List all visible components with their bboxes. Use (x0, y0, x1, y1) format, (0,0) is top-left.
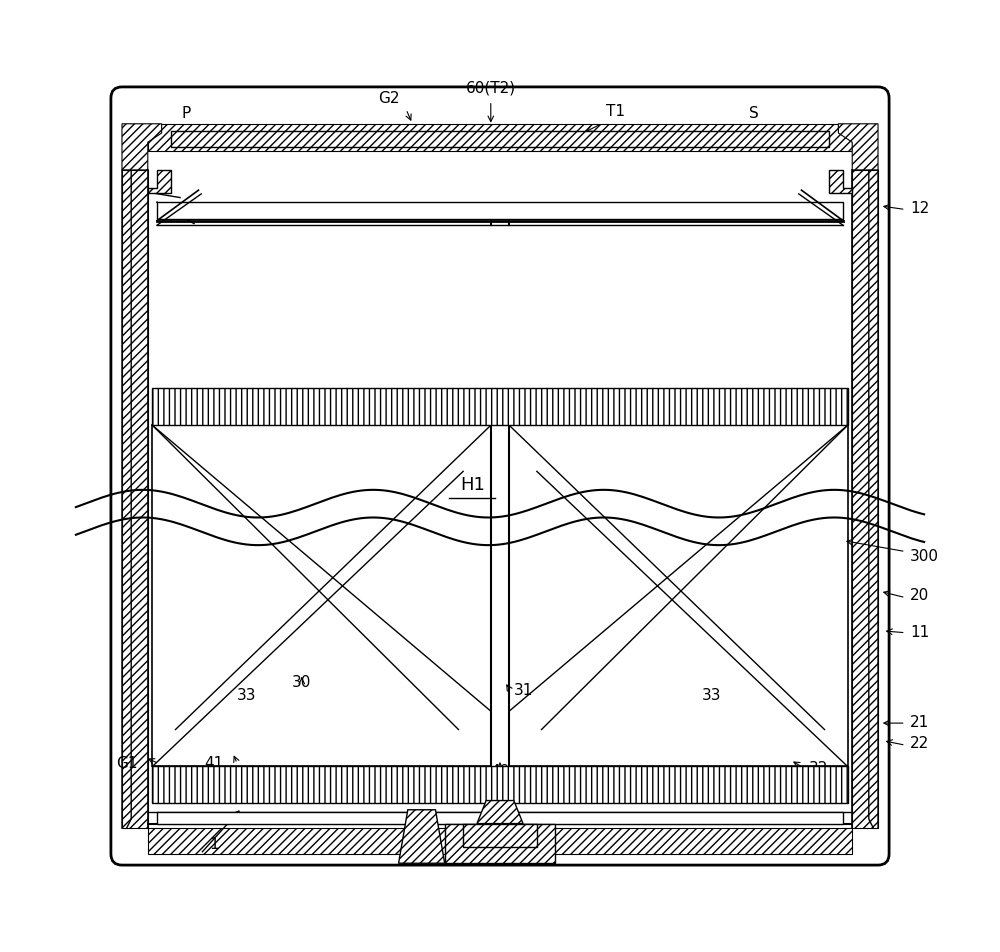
Polygon shape (477, 801, 523, 823)
Polygon shape (445, 823, 555, 863)
Polygon shape (852, 169, 878, 828)
Polygon shape (463, 823, 537, 846)
Text: 41: 41 (205, 756, 224, 771)
Polygon shape (152, 766, 848, 803)
Text: G2: G2 (379, 90, 400, 106)
Polygon shape (122, 124, 162, 169)
Text: 21: 21 (910, 715, 930, 730)
Text: 32: 32 (808, 761, 828, 776)
Text: G1: G1 (116, 756, 137, 771)
Polygon shape (171, 131, 829, 147)
Text: 40: 40 (490, 764, 510, 779)
Polygon shape (148, 828, 852, 854)
Text: 22: 22 (910, 736, 930, 751)
Text: 11: 11 (910, 625, 930, 641)
Text: 60(T2): 60(T2) (466, 81, 516, 95)
Polygon shape (148, 124, 852, 151)
Polygon shape (157, 812, 843, 823)
Text: 31: 31 (513, 683, 533, 698)
Polygon shape (122, 169, 148, 828)
Polygon shape (152, 388, 848, 426)
Polygon shape (399, 810, 445, 863)
FancyBboxPatch shape (111, 87, 889, 865)
Polygon shape (829, 169, 852, 193)
Text: 33: 33 (702, 688, 722, 703)
Text: 300: 300 (910, 548, 939, 564)
Polygon shape (838, 124, 878, 169)
Text: S: S (749, 107, 758, 121)
Text: 1: 1 (209, 838, 219, 852)
Polygon shape (157, 202, 843, 219)
Text: T1: T1 (606, 105, 625, 119)
Text: P: P (182, 107, 191, 121)
Polygon shape (152, 426, 491, 766)
Text: H1: H1 (460, 476, 485, 494)
Text: 20: 20 (910, 588, 930, 604)
Polygon shape (509, 426, 848, 766)
Polygon shape (148, 169, 171, 193)
Text: 30: 30 (292, 675, 311, 690)
Text: 33: 33 (237, 688, 256, 703)
Text: 12: 12 (910, 201, 930, 216)
